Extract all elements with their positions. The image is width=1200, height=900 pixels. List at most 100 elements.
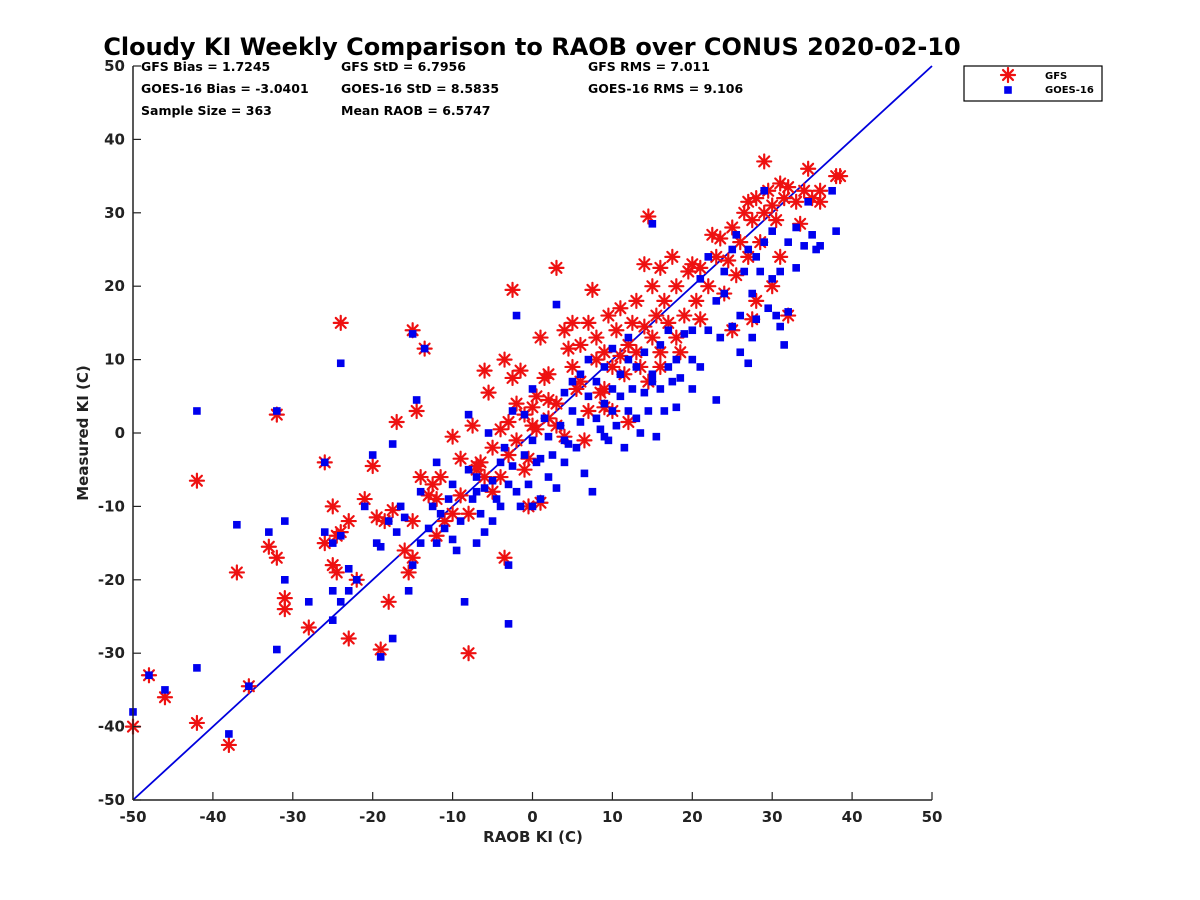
- gfs-point: [516, 461, 533, 478]
- goes16-point: [456, 517, 465, 525]
- goes16-point: [480, 528, 489, 536]
- goes16-point: [768, 275, 776, 283]
- goes16-point: [536, 454, 545, 463]
- goes16-point: [632, 414, 641, 423]
- goes16-point: [640, 348, 649, 357]
- goes16-point: [496, 458, 505, 467]
- gfs-point: [600, 307, 617, 324]
- goes16-point: [676, 374, 685, 382]
- goes16-point: [452, 546, 461, 555]
- x-axis-label: RAOB KI (C): [483, 828, 583, 846]
- goes16-point: [368, 451, 377, 459]
- goes16-point: [624, 407, 633, 415]
- gfs-point: [832, 168, 849, 185]
- gfs-point: [324, 498, 341, 515]
- goes16-point: [420, 344, 429, 353]
- gfs-point: [624, 314, 641, 331]
- goes16-point: [584, 355, 593, 364]
- goes16-point: [768, 227, 776, 235]
- goes16-point: [528, 385, 537, 393]
- gfs-point: [496, 549, 513, 566]
- goes16-point: [624, 355, 633, 364]
- gfs-point: [580, 314, 597, 331]
- gfs-point: [612, 347, 629, 365]
- gfs-point: [276, 601, 293, 618]
- gfs-point: [484, 483, 501, 500]
- legend-gfs-marker: [999, 66, 1017, 84]
- goes16-point: [792, 223, 800, 232]
- y-tick-label: 0: [115, 424, 125, 442]
- gfs-point: [452, 450, 469, 467]
- goes16-point: [388, 634, 397, 643]
- gfs-point: [500, 446, 517, 464]
- goes16-point: [225, 730, 233, 738]
- gfs-point: [156, 689, 174, 706]
- goes16-point: [440, 524, 449, 533]
- gfs-point: [364, 457, 381, 475]
- gfs-point: [528, 421, 545, 438]
- goes16-point: [504, 561, 513, 569]
- goes16-point: [632, 363, 641, 371]
- gfs-point: [388, 413, 405, 431]
- goes16-point: [193, 407, 201, 415]
- gfs-point: [408, 402, 425, 420]
- goes16-point: [544, 432, 553, 441]
- gfs-point: [532, 329, 549, 346]
- gfs-point: [572, 336, 589, 354]
- gfs-point: [476, 362, 493, 379]
- goes16-point: [572, 443, 581, 452]
- y-tick-label: 20: [104, 277, 125, 295]
- goes16-point: [592, 414, 601, 423]
- gfs-point: [464, 417, 481, 434]
- goes16-point: [748, 333, 757, 342]
- gfs-point: [508, 395, 525, 412]
- goes16-point: [612, 421, 621, 430]
- gfs-point: [768, 212, 785, 229]
- goes16-point: [552, 484, 561, 492]
- goes16-point: [328, 616, 337, 624]
- goes16-point: [512, 487, 521, 496]
- gfs-point: [460, 505, 477, 522]
- y-tick-label: -50: [98, 791, 125, 809]
- goes16-point: [800, 242, 808, 250]
- statistics-text: GFS Bias = 1.7245 GFS StD = 6.7956 GFS R…: [141, 59, 743, 118]
- stat-goes16-rms: GOES-16 RMS = 9.106: [588, 81, 743, 96]
- goes16-point: [596, 425, 605, 434]
- goes16-point: [500, 443, 509, 452]
- legend-asterisk-marker: [999, 66, 1017, 84]
- goes16-point: [660, 407, 669, 415]
- goes16-point: [776, 322, 784, 331]
- gfs-point: [496, 351, 513, 368]
- goes16-point: [376, 653, 385, 661]
- legend: GFS GOES-16: [963, 65, 1103, 102]
- goes16-point: [560, 388, 569, 397]
- goes16-point: [656, 341, 665, 349]
- x-tick-label: 20: [682, 808, 703, 826]
- gfs-point: [432, 468, 449, 486]
- gfs-point: [712, 230, 729, 247]
- goes16-point: [536, 495, 545, 503]
- gfs-point: [220, 736, 237, 754]
- goes16-point: [828, 186, 836, 195]
- gfs-point: [748, 190, 765, 207]
- gfs-point: [608, 322, 625, 339]
- goes16-point: [492, 495, 501, 503]
- goes16-point: [464, 465, 473, 474]
- goes16-point: [145, 671, 153, 680]
- gfs-point: [380, 593, 397, 610]
- gfs-point: [588, 329, 605, 346]
- goes16-point: [424, 524, 433, 533]
- gfs-point: [564, 314, 581, 331]
- goes16-point: [736, 348, 745, 357]
- gfs-point: [460, 645, 477, 662]
- x-tick-label: -40: [199, 808, 226, 826]
- gfs-point: [504, 281, 521, 298]
- gfs-point: [628, 292, 645, 309]
- x-tick-label: -20: [359, 808, 386, 826]
- legend-gfs-label: GFS: [1045, 71, 1067, 82]
- stat-gfs-std: GFS StD = 6.7956: [341, 59, 466, 74]
- goes16-point: [328, 539, 337, 547]
- goes16-point: [408, 330, 417, 338]
- goes16-point: [648, 377, 657, 386]
- goes16-point: [233, 520, 241, 529]
